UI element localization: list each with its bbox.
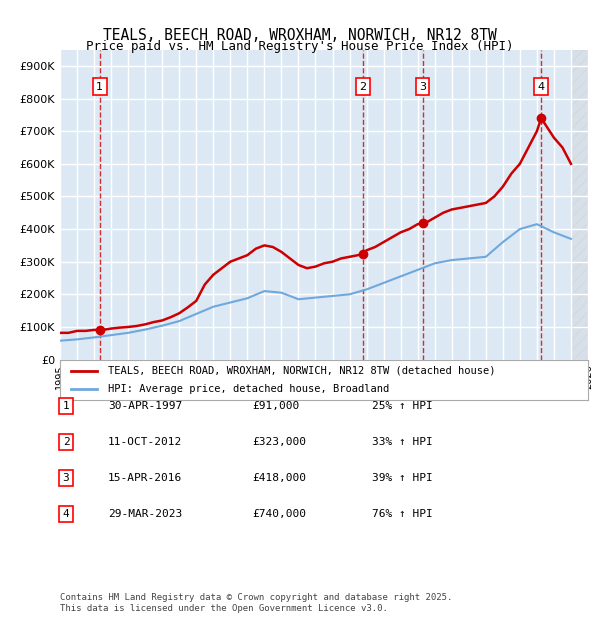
- Text: 3: 3: [62, 473, 70, 483]
- Text: 76% ↑ HPI: 76% ↑ HPI: [372, 509, 433, 519]
- Text: 29-MAR-2023: 29-MAR-2023: [108, 509, 182, 519]
- Text: 4: 4: [62, 509, 70, 519]
- Text: TEALS, BEECH ROAD, WROXHAM, NORWICH, NR12 8TW: TEALS, BEECH ROAD, WROXHAM, NORWICH, NR1…: [103, 28, 497, 43]
- Text: 1: 1: [96, 82, 103, 92]
- Text: 39% ↑ HPI: 39% ↑ HPI: [372, 473, 433, 483]
- Text: £418,000: £418,000: [252, 473, 306, 483]
- Text: HPI: Average price, detached house, Broadland: HPI: Average price, detached house, Broa…: [107, 384, 389, 394]
- Text: 1: 1: [62, 401, 70, 411]
- Text: 4: 4: [538, 82, 545, 92]
- Text: Price paid vs. HM Land Registry's House Price Index (HPI): Price paid vs. HM Land Registry's House …: [86, 40, 514, 53]
- Text: TEALS, BEECH ROAD, WROXHAM, NORWICH, NR12 8TW (detached house): TEALS, BEECH ROAD, WROXHAM, NORWICH, NR1…: [107, 366, 495, 376]
- Text: 33% ↑ HPI: 33% ↑ HPI: [372, 437, 433, 447]
- Text: 25% ↑ HPI: 25% ↑ HPI: [372, 401, 433, 411]
- Text: 30-APR-1997: 30-APR-1997: [108, 401, 182, 411]
- Text: 15-APR-2016: 15-APR-2016: [108, 473, 182, 483]
- Text: £740,000: £740,000: [252, 509, 306, 519]
- Text: 3: 3: [419, 82, 426, 92]
- Text: 11-OCT-2012: 11-OCT-2012: [108, 437, 182, 447]
- Text: £323,000: £323,000: [252, 437, 306, 447]
- Bar: [571, 50, 588, 360]
- Text: 2: 2: [359, 82, 367, 92]
- Text: £91,000: £91,000: [252, 401, 299, 411]
- Text: 2: 2: [62, 437, 70, 447]
- Text: Contains HM Land Registry data © Crown copyright and database right 2025.
This d: Contains HM Land Registry data © Crown c…: [60, 593, 452, 613]
